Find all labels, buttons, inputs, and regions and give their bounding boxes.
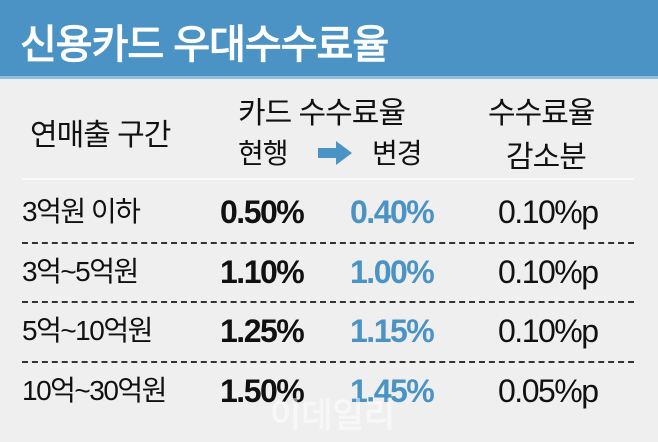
header-current: 현행 [238, 138, 289, 169]
new-rate-cell: 0.40% [350, 194, 435, 230]
reduction-cell: 0.05%p [498, 373, 599, 409]
row-divider [22, 361, 634, 363]
reduction-cell: 0.10%p [498, 313, 599, 349]
reduction-cell: 0.10%p [498, 254, 599, 290]
table-row: 5억~10억원 1.25% 1.15% 0.10%p [0, 303, 658, 359]
range-cell: 3억~5억원 [22, 256, 139, 287]
table-row: 3억~5억원 1.10% 1.00% 0.10%p [0, 244, 658, 300]
row-divider [22, 301, 634, 303]
new-rate-cell: 1.00% [350, 254, 435, 290]
range-cell: 10억~30억원 [22, 375, 167, 406]
header-reduction-line2: 감소분 [506, 141, 587, 174]
table-row: 3억원 이하 0.50% 0.40% 0.10%p [0, 184, 658, 240]
arrow-right-icon [318, 141, 352, 165]
range-cell: 5억~10억원 [22, 315, 153, 346]
current-rate-cell: 1.25% [220, 313, 305, 349]
new-rate-cell: 1.45% [350, 373, 435, 409]
header-card-fee: 카드 수수료율 [238, 97, 406, 130]
header-revenue-range: 연매출 구간 [30, 119, 171, 152]
header-new: 변경 [372, 138, 423, 169]
range-cell: 3억원 이하 [22, 196, 141, 227]
table-row: 10억~30억원 1.50% 1.45% 0.05%p [0, 363, 658, 419]
current-rate-cell: 0.50% [220, 194, 305, 230]
watermark: 이데일리 [270, 397, 396, 435]
page-title: 신용카드 우대수수료율 [20, 23, 389, 67]
header-divider [22, 178, 634, 180]
current-rate-cell: 1.50% [220, 373, 305, 409]
current-rate-cell: 1.10% [220, 254, 305, 290]
reduction-cell: 0.10%p [498, 194, 599, 230]
header-reduction-line1: 수수료율 [488, 97, 595, 130]
row-divider [22, 242, 634, 244]
new-rate-cell: 1.15% [350, 313, 435, 349]
title-bar: 신용카드 우대수수료율 [0, 0, 658, 79]
